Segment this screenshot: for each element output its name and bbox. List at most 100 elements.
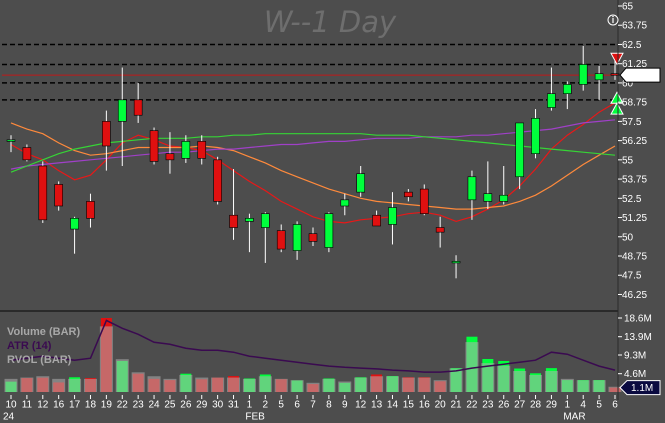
rvol-bar: [385, 376, 399, 392]
date-tick-label: 29: [196, 399, 208, 410]
candle-body: [6, 139, 16, 142]
date-tick-label: 26: [498, 399, 510, 410]
rvol-bar: [544, 370, 558, 392]
price-tick-label: 52.5: [622, 194, 642, 205]
rvol-bar: [529, 374, 543, 392]
candle: [22, 144, 32, 162]
candle-body: [531, 118, 540, 154]
candle-body: [102, 121, 111, 147]
rvol-bar: [242, 378, 256, 392]
rvol-bar: [274, 378, 288, 392]
month-label: FEB: [245, 411, 265, 422]
rvol-bar: [52, 378, 66, 392]
date-tick-label: 5: [278, 399, 284, 410]
legend-atr: ATR (14): [7, 340, 52, 352]
candle-body: [610, 73, 620, 76]
candle-body: [22, 147, 32, 161]
candle-body: [435, 227, 445, 233]
date-tick-label: 7: [310, 399, 316, 410]
candle: [547, 67, 556, 111]
moving-average-mid: [10, 122, 616, 210]
candle-body: [117, 99, 127, 122]
candle-body: [372, 214, 381, 227]
price-levels: [2, 43, 618, 101]
candle: [213, 156, 222, 205]
current-price-value: 60.51: [628, 71, 653, 82]
rvol-bar: [370, 376, 384, 392]
price-tick-label: 51.25: [622, 213, 647, 224]
candle: [404, 189, 413, 202]
candle: [372, 210, 381, 227]
rvol-bar: [20, 377, 34, 392]
candle-body: [483, 193, 493, 202]
rvol-bar: [401, 377, 415, 392]
candle: [117, 67, 127, 166]
date-tick-label: 23: [482, 399, 494, 410]
rvol-bar: [115, 359, 129, 392]
candle-body: [419, 188, 429, 214]
date-tick-label: 29: [546, 399, 558, 410]
candle-body: [340, 199, 350, 207]
candle-body: [86, 201, 95, 219]
candle: [308, 227, 318, 246]
candle-body: [181, 141, 191, 159]
candle-body: [197, 141, 207, 159]
candle: [292, 221, 302, 260]
buy-arrow-icon: [610, 102, 624, 115]
date-tick-label: 1: [565, 399, 571, 410]
price-tick-label: 55: [622, 155, 634, 166]
candle-body: [261, 213, 270, 228]
candle: [578, 46, 588, 91]
candle-body: [229, 214, 238, 228]
rvol-bar: [4, 378, 18, 392]
date-tick-label: 24: [148, 399, 160, 410]
candle: [54, 181, 63, 211]
candle: [38, 161, 48, 223]
rvol-bar: [83, 378, 97, 392]
rvol-bar: [354, 377, 368, 392]
candle: [6, 135, 16, 153]
rvol-bar: [163, 378, 177, 392]
rvol-bar: [131, 372, 145, 392]
date-tick-label: 6: [294, 399, 300, 410]
moving-average-long: [10, 119, 616, 170]
candle: [245, 213, 254, 253]
price-tick-label: 58.75: [622, 98, 647, 109]
candle: [133, 82, 143, 123]
candlestick-series[interactable]: [6, 46, 620, 279]
rvol-bar: [290, 380, 304, 392]
moving-average-longer: [10, 133, 616, 173]
price-tick-label: 47.5: [622, 271, 642, 282]
date-tick-label: 15: [403, 399, 415, 410]
candle: [340, 193, 350, 216]
candle: [435, 216, 445, 248]
date-tick-label: 20: [435, 399, 447, 410]
candle-body: [356, 173, 365, 193]
candle-body: [451, 261, 461, 264]
date-tick-label: 11: [22, 399, 33, 410]
candle-body: [547, 93, 556, 108]
candle: [197, 135, 207, 165]
rvol-series: [4, 326, 622, 392]
date-tick-label: 23: [133, 399, 145, 410]
volume-tick-label: 13.9M: [624, 332, 652, 343]
rvol-bar: [560, 378, 574, 392]
price-tick-label: 65: [622, 2, 634, 13]
date-tick-label: 9: [342, 399, 348, 410]
date-tick-label: 30: [212, 399, 224, 410]
candle-body: [324, 213, 334, 248]
date-tick-label: 13: [371, 399, 383, 410]
date-axis-background: [0, 400, 665, 423]
candle: [324, 212, 334, 253]
info-icon[interactable]: [607, 14, 619, 26]
rvol-bar: [513, 370, 527, 392]
date-tick-label: 5: [596, 399, 602, 410]
price-tick-label: 56.25: [622, 136, 647, 147]
rvol-bar: [36, 376, 50, 392]
date-tick-label: 31: [228, 399, 240, 410]
candle: [388, 192, 397, 245]
price-tick-label: 60: [622, 78, 634, 89]
date-tick-label: 17: [69, 399, 81, 410]
